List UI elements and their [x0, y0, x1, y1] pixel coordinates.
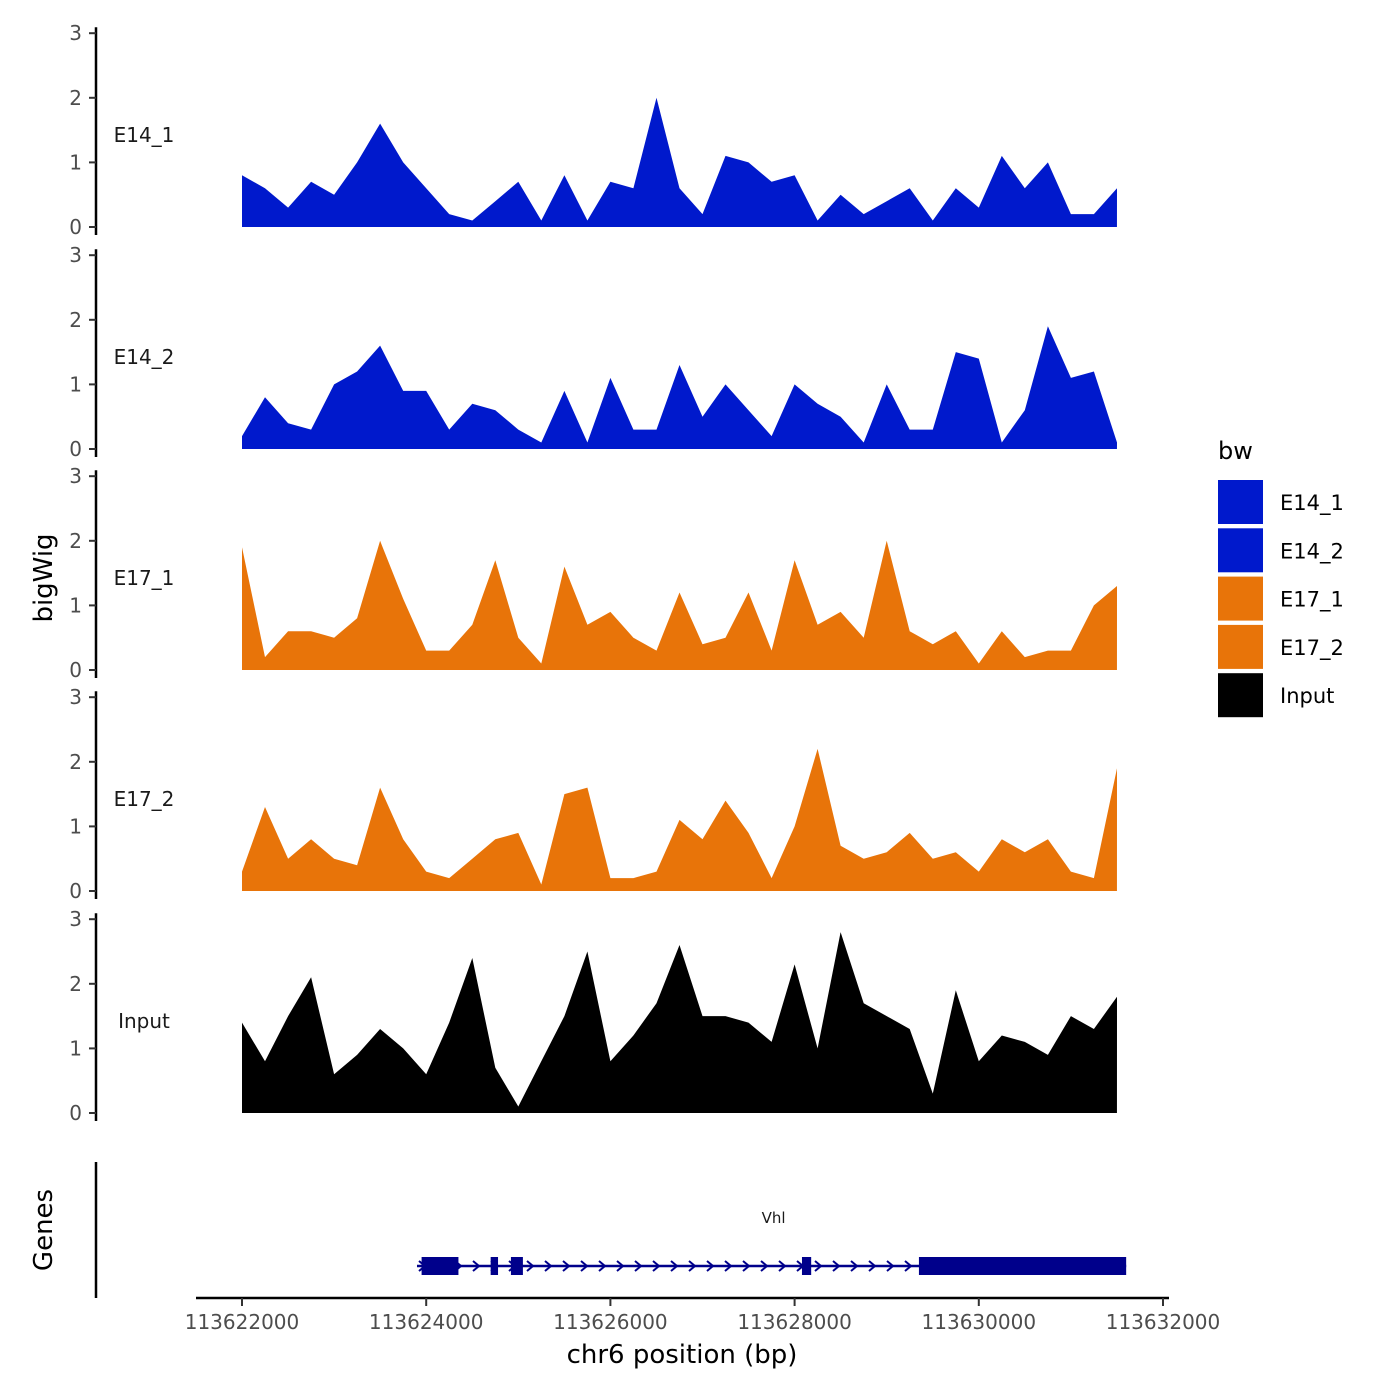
gene-models: Vhl [416, 1209, 1127, 1275]
x-tick-label: 113630000 [922, 1310, 1037, 1334]
strand-arrow [472, 1260, 481, 1272]
legend-title: bw [1218, 437, 1253, 465]
strand-arrow [778, 1260, 787, 1272]
strand-arrow [868, 1260, 877, 1272]
legend-label: Input [1280, 684, 1334, 708]
track-e14-1: 0 1 2 3 E14_1 [69, 21, 1117, 239]
legend-item: E14_2 [1218, 528, 1344, 573]
strand-arrow [850, 1260, 859, 1272]
y-tick-label: 3 [69, 21, 82, 45]
strand-arrow [886, 1260, 895, 1272]
strand-arrow [742, 1260, 751, 1272]
legend-swatch [1218, 673, 1263, 718]
x-tick-label: 113626000 [553, 1310, 668, 1334]
strand-arrow [526, 1260, 535, 1272]
y-tick-label: 0 [69, 215, 82, 239]
legend-item: Input [1218, 673, 1334, 718]
track-e17-2: 0 1 2 3 E17_2 [69, 685, 1117, 903]
y-tick-label: 1 [69, 372, 82, 396]
x-axis-ticks: 113622000 113624000 113626000 113628000 1136… [185, 1298, 1221, 1334]
strand-arrow [562, 1260, 571, 1272]
exon [490, 1257, 499, 1275]
track-label: E17_1 [114, 566, 175, 590]
signal-area-e17-1 [242, 540, 1117, 670]
strand-arrow [544, 1260, 553, 1272]
x-tick-label: 113622000 [185, 1310, 300, 1334]
signal-area-e17-2 [242, 748, 1117, 891]
signal-area-input [242, 932, 1117, 1113]
y-tick-label: 1 [69, 814, 82, 838]
strand-arrow [634, 1260, 643, 1272]
track-input: 0 1 2 3 Input [69, 907, 1117, 1125]
legend-item: E14_1 [1218, 480, 1344, 524]
y-tick-label: 2 [69, 750, 82, 774]
y-tick-label: 1 [69, 1036, 82, 1060]
track-label: E17_2 [114, 787, 175, 811]
y-tick-label: 2 [69, 308, 82, 332]
y-tick-label: 3 [69, 243, 82, 267]
y-tick-label: 2 [69, 86, 82, 110]
exon [801, 1257, 812, 1275]
y-tick-label: 2 [69, 529, 82, 553]
legend-label: E14_2 [1280, 539, 1344, 564]
y-tick-label: 2 [69, 972, 82, 996]
exon [421, 1257, 459, 1275]
legend-items: E14_1 E14_2 E17_1 E17_2 Input [1218, 480, 1344, 718]
legend-swatch [1218, 624, 1263, 669]
y-tick-label: 3 [69, 464, 82, 488]
signal-tracks: 0 1 2 3 E14_1 0 1 2 3 E14_2 0 1 2 3 E17_1 0 1 2 3 E17_2 0 1 2 3… [69, 21, 1117, 1125]
y-tick-label: 3 [69, 685, 82, 709]
exon [918, 1257, 1127, 1275]
legend-swatch [1218, 576, 1263, 621]
strand-arrow [580, 1260, 589, 1272]
strand-arrow [616, 1260, 625, 1272]
legend-label: E17_2 [1280, 636, 1344, 661]
track-label: E14_2 [114, 345, 175, 369]
legend: bw E14_1 E14_2 E17_1 E17_2 Input [1218, 437, 1344, 718]
track-label: Input [118, 1009, 170, 1033]
legend-label: E17_1 [1280, 588, 1344, 613]
x-axis: 113622000 113624000 113626000 113628000 1136… [185, 1296, 1221, 1370]
genes-axis-title: Genes [29, 1189, 59, 1271]
gene-vhl: Vhl [416, 1209, 1127, 1275]
track-e17-1: 0 1 2 3 E17_1 [69, 464, 1117, 682]
y-tick-label: 0 [69, 437, 82, 461]
track-e14-2: 0 1 2 3 E14_2 [69, 243, 1117, 461]
legend-swatch [1218, 528, 1263, 573]
y-tick-label: 3 [69, 907, 82, 931]
strand-arrow [760, 1260, 769, 1272]
strand-arrow [904, 1260, 913, 1272]
track-label: E14_1 [114, 123, 175, 147]
legend-item: E17_2 [1218, 624, 1344, 669]
strand-arrow [832, 1260, 841, 1272]
strand-arrow [670, 1260, 679, 1272]
strand-arrow [724, 1260, 733, 1272]
y-axis-title: bigWig [29, 533, 59, 622]
y-tick-label: 0 [69, 1101, 82, 1125]
strand-arrow [652, 1260, 661, 1272]
signal-area-e14-2 [242, 326, 1117, 449]
legend-item: E17_1 [1218, 576, 1344, 621]
exon [510, 1257, 523, 1275]
genes-track: Genes Vhl [29, 1162, 1127, 1298]
x-tick-label: 113628000 [737, 1310, 852, 1334]
strand-arrow [814, 1260, 823, 1272]
legend-label: E14_1 [1280, 491, 1344, 516]
x-tick-label: 113632000 [1106, 1310, 1221, 1334]
gene-name-label: Vhl [762, 1209, 786, 1227]
strand-arrow [706, 1260, 715, 1272]
legend-swatch [1218, 480, 1263, 524]
strand-arrow [598, 1260, 607, 1272]
y-tick-label: 0 [69, 879, 82, 903]
y-tick-label: 0 [69, 658, 82, 682]
y-tick-label: 1 [69, 150, 82, 174]
x-axis-title: chr6 position (bp) [567, 1340, 798, 1370]
y-tick-label: 1 [69, 593, 82, 617]
strand-arrow [688, 1260, 697, 1272]
signal-area-e14-1 [242, 97, 1117, 227]
x-tick-label: 113624000 [369, 1310, 484, 1334]
